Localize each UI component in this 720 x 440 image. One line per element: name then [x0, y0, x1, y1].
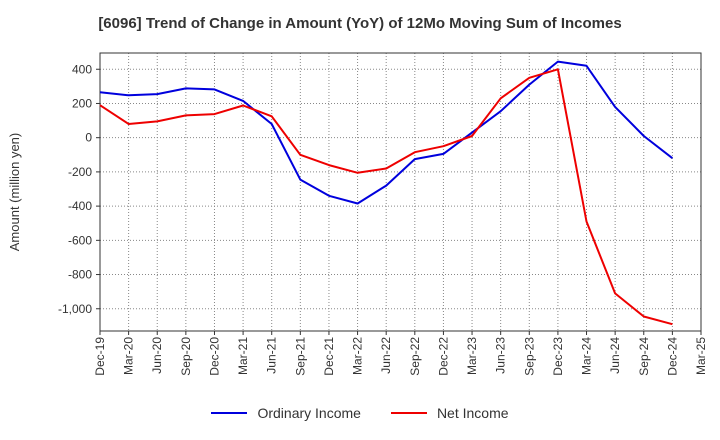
series-lines — [99, 60, 674, 326]
x-tick-label: Sep-21 — [293, 337, 307, 376]
x-tick-label: Sep-24 — [637, 337, 651, 376]
x-tick-label: Mar-25 — [694, 337, 708, 375]
axes — [96, 52, 702, 335]
x-tick-label: Jun-21 — [265, 337, 279, 374]
x-tick-label: Jun-23 — [494, 337, 508, 374]
legend-item: Ordinary Income — [211, 405, 361, 421]
x-tick-label: Dec-19 — [93, 337, 107, 376]
y-tick-label: -600 — [68, 233, 92, 247]
x-tick-label: Dec-24 — [665, 337, 679, 376]
x-tick-label: Mar-21 — [236, 337, 250, 375]
legend-swatch — [390, 412, 427, 414]
y-axis-label: Amount (million yen) — [7, 133, 22, 252]
x-tick-label: Dec-20 — [207, 337, 221, 376]
y-tick-label: -800 — [68, 268, 92, 282]
x-tick-label: Sep-20 — [179, 337, 193, 376]
x-tick-label: Dec-21 — [322, 337, 336, 376]
y-tick-label: -200 — [68, 165, 92, 179]
x-tick-label: Sep-22 — [408, 337, 422, 376]
legend-label: Ordinary Income — [257, 405, 361, 421]
y-tick-labels: 400 200 0 -200 -400 -600 -800 -1,000 — [58, 62, 92, 316]
y-tick-label: 200 — [72, 96, 92, 110]
legend-item: Net Income — [390, 405, 509, 421]
y-tick-label: -1,000 — [58, 302, 92, 316]
x-tick-label: Jun-22 — [379, 337, 393, 374]
y-tick-label: -400 — [68, 199, 92, 213]
x-tick-label: Jun-20 — [150, 337, 164, 374]
x-tick-label: Sep-23 — [522, 337, 536, 376]
series-line-ordinary-income — [99, 60, 674, 205]
x-tick-label: Dec-23 — [551, 337, 565, 376]
series-line-net-income — [99, 68, 673, 326]
y-tick-label: 400 — [72, 62, 92, 76]
x-tick-label: Jun-24 — [608, 337, 622, 374]
plot-frame — [99, 52, 702, 332]
x-tick-label: Mar-24 — [580, 337, 594, 375]
legend: Ordinary Income Net Income — [0, 405, 720, 421]
legend-swatch — [211, 412, 248, 414]
y-tick-label: 0 — [85, 131, 92, 145]
grid-lines — [100, 53, 701, 331]
x-tick-label: Dec-22 — [436, 337, 450, 376]
x-tick-label: Mar-22 — [351, 337, 365, 375]
legend-label: Net Income — [436, 405, 509, 421]
x-tick-label: Mar-20 — [122, 337, 136, 375]
x-tick-labels: Dec-19 Mar-20 Jun-20 Sep-20 Dec-20 Mar-21 Jun-… — [93, 337, 708, 376]
chart-title: [6096] Trend of Change in Amount (YoY) o… — [98, 15, 622, 32]
x-tick-label: Mar-23 — [465, 337, 479, 375]
